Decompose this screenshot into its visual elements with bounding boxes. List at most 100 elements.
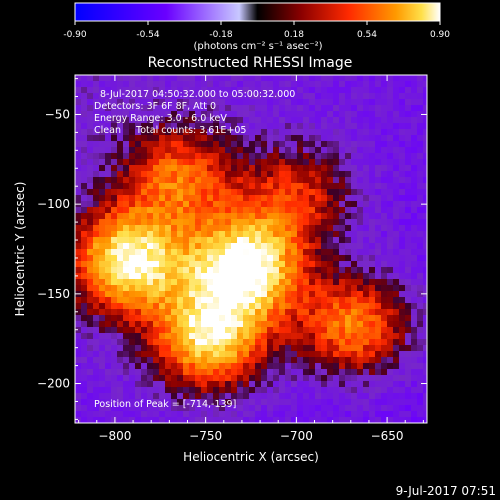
heatmap-cell [147, 75, 153, 81]
heatmap-cell [309, 279, 315, 285]
heatmap-cell [153, 153, 159, 159]
heatmap-cell [267, 339, 273, 345]
heatmap-cell [357, 363, 363, 369]
heatmap-cell [189, 159, 195, 165]
heatmap-cell [303, 351, 309, 357]
heatmap-cell [195, 327, 201, 333]
heatmap-cell [291, 111, 297, 117]
heatmap-cell [135, 297, 141, 303]
heatmap-cell [387, 171, 393, 177]
heatmap-cell [321, 99, 327, 105]
heatmap-cell [321, 393, 327, 399]
heatmap-cell [333, 147, 339, 153]
colorbar-tick-label: -0.18 [209, 30, 233, 40]
heatmap-cell [111, 279, 117, 285]
heatmap-cell [393, 285, 399, 291]
heatmap-cell [147, 93, 153, 99]
heatmap-cell [195, 339, 201, 345]
heatmap-cell [183, 315, 189, 321]
heatmap-cell [147, 261, 153, 267]
heatmap-cell [417, 207, 423, 213]
heatmap-cell [369, 189, 375, 195]
heatmap-cell [303, 405, 309, 411]
heatmap-cell [417, 369, 423, 375]
heatmap-cell [423, 231, 427, 237]
heatmap-cell [171, 363, 177, 369]
heatmap-cell [369, 381, 375, 387]
heatmap-cell [423, 249, 427, 255]
heatmap-cell [375, 135, 381, 141]
heatmap-cell [423, 351, 427, 357]
heatmap-cell [279, 309, 285, 315]
heatmap-cell [321, 405, 327, 411]
heatmap-cell [363, 411, 369, 417]
heatmap-cell [207, 321, 213, 327]
heatmap-cell [153, 417, 159, 423]
heatmap-cell [237, 399, 243, 405]
heatmap-cell [165, 81, 171, 87]
heatmap-cell [411, 387, 417, 393]
heatmap-cell [417, 267, 423, 273]
heatmap-cell [261, 333, 267, 339]
heatmap-cell [243, 177, 249, 183]
heatmap-cell [261, 171, 267, 177]
heatmap-cell [111, 207, 117, 213]
heatmap-cell [417, 81, 423, 87]
heatmap-cell [399, 165, 405, 171]
heatmap-cell [159, 243, 165, 249]
heatmap-cell [231, 285, 237, 291]
heatmap-cell [213, 231, 219, 237]
heatmap-cell [231, 351, 237, 357]
heatmap-cell [75, 333, 81, 339]
heatmap-cell [225, 333, 231, 339]
heatmap-cell [201, 135, 207, 141]
heatmap-cell [381, 261, 387, 267]
heatmap-cell [291, 285, 297, 291]
heatmap-cell [87, 87, 93, 93]
heatmap-cell [231, 303, 237, 309]
heatmap-cell [141, 375, 147, 381]
heatmap-cell [105, 303, 111, 309]
heatmap-cell [87, 405, 93, 411]
heatmap-cell [405, 111, 411, 117]
heatmap-cell [393, 237, 399, 243]
heatmap-cell [237, 243, 243, 249]
heatmap-cell [327, 159, 333, 165]
heatmap-cell [249, 87, 255, 93]
heatmap-cell [165, 369, 171, 375]
heatmap-cell [285, 147, 291, 153]
heatmap-cell [363, 345, 369, 351]
heatmap-cell [117, 153, 123, 159]
heatmap-cell [117, 321, 123, 327]
heatmap-cell [345, 141, 351, 147]
heatmap-cell [135, 213, 141, 219]
heatmap-cell [201, 225, 207, 231]
heatmap-cell [99, 123, 105, 129]
heatmap-cell [231, 105, 237, 111]
heatmap-cell [249, 417, 255, 423]
heatmap-cell [357, 123, 363, 129]
heatmap-cell [207, 93, 213, 99]
heatmap-cell [273, 381, 279, 387]
heatmap-cell [255, 375, 261, 381]
heatmap-cell [411, 339, 417, 345]
heatmap-cell [135, 345, 141, 351]
heatmap-cell [99, 129, 105, 135]
heatmap-cell [279, 381, 285, 387]
heatmap-cell [165, 225, 171, 231]
heatmap-cell [159, 303, 165, 309]
heatmap-cell [249, 411, 255, 417]
heatmap-cell [381, 105, 387, 111]
heatmap-cell [177, 405, 183, 411]
heatmap-cell [123, 117, 129, 123]
heatmap-cell [375, 285, 381, 291]
heatmap-cell [207, 189, 213, 195]
heatmap-cell [303, 153, 309, 159]
heatmap-cell [213, 81, 219, 87]
heatmap-cell [327, 177, 333, 183]
heatmap-cell [297, 309, 303, 315]
heatmap-cell [279, 105, 285, 111]
heatmap-cell [399, 345, 405, 351]
heatmap-cell [195, 345, 201, 351]
heatmap-cell [279, 81, 285, 87]
